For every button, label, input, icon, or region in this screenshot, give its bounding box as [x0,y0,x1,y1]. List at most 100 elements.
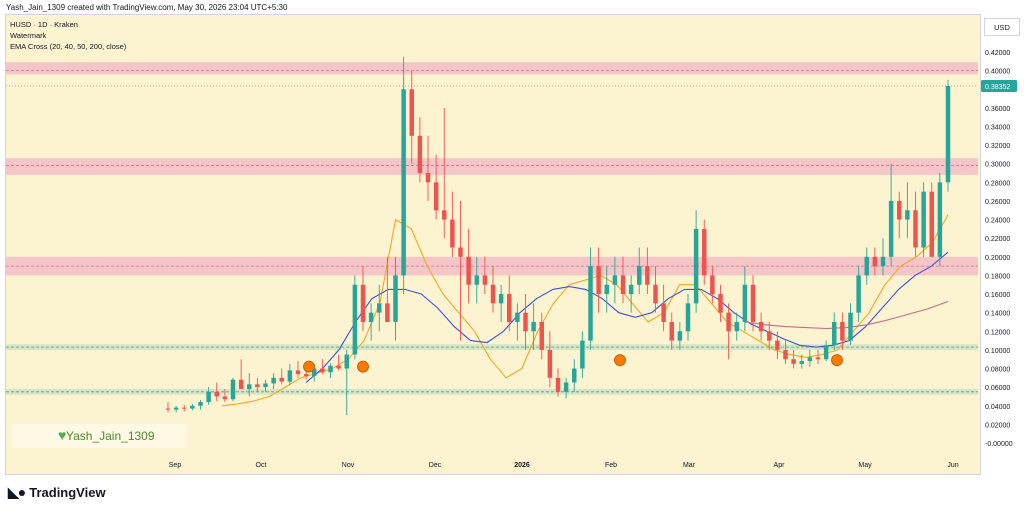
candle-body [295,370,301,375]
candle-body [450,219,455,248]
candle-layer [165,56,951,416]
candle-body [336,365,341,369]
candle-body [929,191,934,257]
candle-body [312,368,317,376]
candle-body [173,407,179,410]
last-price-tag [981,79,1017,92]
candle-body [287,370,293,382]
candle-body [945,85,951,183]
candle-body [913,210,918,248]
y-tick-label: 0.16000 [985,292,1010,299]
candle-body [799,361,804,364]
candle-body [888,200,894,257]
y-tick-label: 0.06000 [985,385,1010,392]
candle-body [669,321,674,341]
candle-body [238,379,244,390]
legend-symbol[interactable]: HUSD · 1D · Kraken [10,20,78,29]
candle-body [661,303,666,322]
candle-body [344,354,349,369]
candle-body [271,377,276,384]
candle-body [247,384,252,390]
candle-body [498,294,504,304]
candle-body [214,391,219,397]
y-tick-label: 0.32000 [985,143,1010,150]
candle-body [775,340,780,350]
signal-marker [303,360,315,373]
candle-body [263,383,268,388]
heart-icon: ♥ [58,427,67,443]
y-tick-label: 0.22000 [985,236,1010,243]
candle-body [815,357,821,360]
legend-ema-cross[interactable]: EMA Cross (20, 40, 50, 200, close) [10,42,127,51]
y-tick-label: -0.00000 [985,441,1013,448]
watermark-badge: ♥ Yash_Jain_1309 [12,424,186,448]
ema200-line [744,300,949,330]
x-tick-label: Oct [256,462,267,469]
x-tick-label: Dec [429,462,442,469]
candle-body [515,312,520,322]
zone-resistance-0 [6,62,978,75]
candle-body [433,182,439,211]
candle-body [328,365,333,373]
candle-body [783,349,788,360]
signal-marker [831,354,843,367]
candle-body [702,228,707,276]
x-tick-label: Sep [169,462,182,469]
candle-body [182,407,187,409]
candle-body [368,312,374,322]
y-tick-label: 0.08000 [985,367,1010,374]
marker-layer [303,354,843,373]
y-tick-label: 0.30000 [985,162,1010,169]
candle-body [206,391,211,403]
legend-watermark[interactable]: Watermark [10,31,47,40]
candle-body [742,284,748,322]
chart-legend: HUSD · 1D · Kraken Watermark EMA Cross (… [10,19,126,52]
candle-body [718,294,723,313]
candle-body [198,402,203,406]
y-tick-label: 0.10000 [985,348,1010,355]
currency-selector[interactable]: USD [984,18,1020,36]
candle-body [897,200,902,220]
candle-body [385,303,390,322]
candle-body [677,331,683,341]
candle-body [547,349,553,378]
candle-body [693,228,699,304]
candle-body [458,247,463,257]
candle-body [303,374,309,376]
candle-body [377,303,382,313]
candle-body [710,275,715,295]
y-tick-label: 0.04000 [985,404,1010,411]
y-tick-label: 0.18000 [985,273,1010,280]
candle-body [880,256,886,267]
signal-marker [614,354,626,367]
x-tick-label: Apr [774,462,786,469]
candle-body [222,396,228,400]
y-tick-label: 0.26000 [985,199,1010,206]
chart-pane[interactable] [5,14,981,475]
candle-body [490,284,496,304]
candle-body [482,275,488,285]
candle-body [685,303,691,332]
candle-body [555,377,561,392]
candle-body [230,379,236,400]
candle-body [620,275,626,295]
candle-body [531,321,536,332]
y-tick-label: 0.14000 [985,311,1010,318]
candle-body [393,275,398,322]
y-tick-label: 0.20000 [985,255,1010,262]
candle-body [352,284,358,355]
candle-body [320,368,325,373]
y-tick-label: 0.02000 [985,422,1010,429]
creator-line: Yash_Jain_1309 created with TradingView.… [6,3,288,12]
candle-body [523,312,528,332]
candle-body [653,284,658,304]
tradingview-logo[interactable]: ◣● TradingView [8,484,106,501]
candle-body [604,284,609,295]
tradingview-logo-icon: ◣● [8,484,26,500]
candle-body [905,210,910,220]
candle-body [856,275,861,313]
candle-body [360,284,366,322]
x-tick-label: Nov [342,462,355,469]
candle-body [823,345,829,360]
